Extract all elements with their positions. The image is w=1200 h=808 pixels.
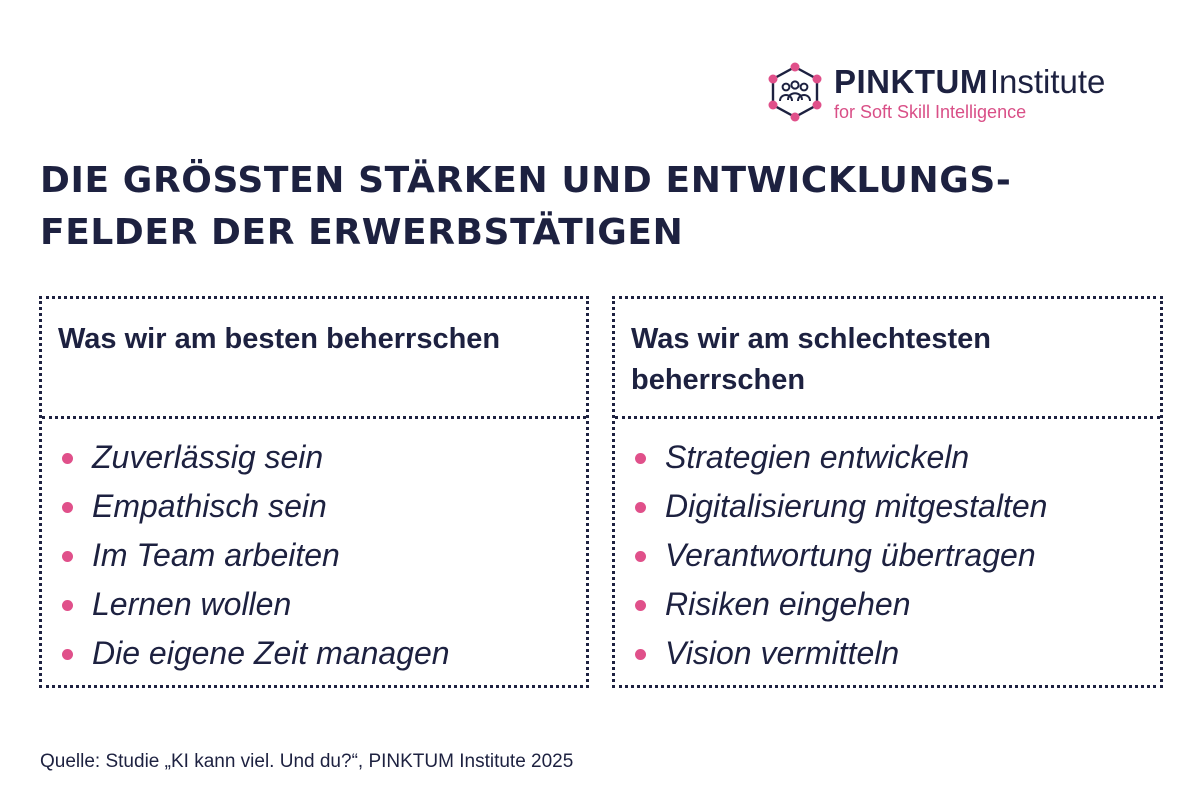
- list-item-text: Risiken eingehen: [665, 586, 911, 622]
- list-item-text: Strategien entwickeln: [665, 439, 970, 475]
- list-item-text: Verantwortung übertragen: [665, 537, 1036, 573]
- list-item: Zuverlässig sein: [42, 436, 586, 485]
- strengths-title: Was wir am besten beherrschen: [58, 323, 501, 355]
- bullet-dot-icon: [62, 551, 73, 562]
- bullet-dot-icon: [635, 600, 646, 611]
- bullet-dot-icon: [62, 453, 73, 464]
- list-item: Verantwortung übertragen: [615, 534, 1160, 583]
- logo-brand-name: PINKTUMInstitute: [834, 62, 1105, 102]
- strengths-panel-header: Was wir am besten beherrschen: [42, 299, 586, 419]
- list-item: Empathisch sein: [42, 485, 586, 534]
- bullet-dot-icon: [635, 649, 646, 660]
- pinktum-logo: PINKTUMInstitute for Soft Skill Intellig…: [766, 60, 1166, 130]
- page-title-line-1: DIE GRÖSSTEN STÄRKEN UND ENTWICKLUNGS-: [40, 160, 1012, 201]
- bullet-dot-icon: [635, 551, 646, 562]
- strengths-panel: Was wir am besten beherrschen Zuverlässi…: [39, 296, 589, 688]
- development-areas-title: Was wir am schlechtesten beherrschen: [631, 323, 991, 396]
- list-item: Vision vermitteln: [615, 632, 1160, 681]
- list-item: Lernen wollen: [42, 583, 586, 632]
- development-areas-panel: Was wir am schlechtesten beherrschen Str…: [612, 296, 1163, 688]
- list-item-text: Digitalisierung mitgestalten: [665, 488, 1048, 524]
- network-people-icon: [768, 62, 822, 122]
- list-item-text: Die eigene Zeit managen: [92, 635, 450, 671]
- strengths-list: Zuverlässig sein Empathisch sein Im Team…: [42, 436, 586, 681]
- list-item: Im Team arbeiten: [42, 534, 586, 583]
- list-item-text: Lernen wollen: [92, 586, 292, 622]
- list-item-text: Zuverlässig sein: [92, 439, 324, 475]
- bullet-dot-icon: [62, 600, 73, 611]
- bullet-dot-icon: [62, 502, 73, 513]
- bullet-dot-icon: [635, 453, 646, 464]
- list-item-text: Im Team arbeiten: [92, 537, 340, 573]
- list-item: Die eigene Zeit managen: [42, 632, 586, 681]
- development-areas-panel-header: Was wir am schlechtesten beherrschen: [615, 299, 1160, 419]
- bullet-dot-icon: [62, 649, 73, 660]
- logo-brand-bold: PINKTUM: [834, 63, 988, 100]
- list-item: Strategien entwickeln: [615, 436, 1160, 485]
- logo-brand-light: Institute: [989, 63, 1106, 100]
- list-item: Risiken eingehen: [615, 583, 1160, 632]
- bullet-dot-icon: [635, 502, 646, 513]
- source-citation: Quelle: Studie „KI kann viel. Und du?“, …: [40, 751, 574, 772]
- logo-tagline: for Soft Skill Intelligence: [834, 102, 1027, 122]
- page-title-line-2: FELDER DER ERWERBSTÄTIGEN: [40, 212, 684, 253]
- page-title: DIE GRÖSSTEN STÄRKEN UND ENTWICKLUNGS- F…: [40, 155, 1160, 259]
- list-item: Digitalisierung mitgestalten: [615, 485, 1160, 534]
- development-areas-list: Strategien entwickeln Digitalisierung mi…: [615, 436, 1160, 681]
- list-item-text: Vision vermitteln: [665, 635, 900, 671]
- list-item-text: Empathisch sein: [92, 488, 327, 524]
